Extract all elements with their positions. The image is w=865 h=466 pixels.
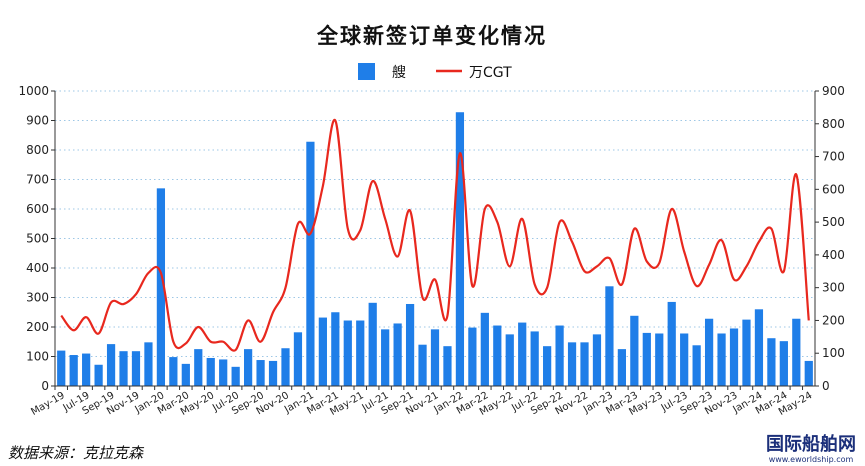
legend: 艘 万CGT (358, 63, 512, 81)
bar (430, 329, 440, 386)
y-right-tick-label: 100 (822, 346, 845, 360)
y-right-tick-label: 700 (822, 150, 845, 164)
y-left-tick-label: 700 (26, 173, 49, 187)
legend-bar-label: 艘 (392, 65, 406, 81)
bar (493, 325, 502, 386)
bar (518, 322, 527, 386)
bar (418, 344, 427, 386)
y-right-tick-label: 500 (822, 215, 845, 229)
bar (356, 320, 365, 386)
bar (343, 320, 352, 386)
bar (505, 334, 514, 386)
bar (630, 315, 639, 386)
grid-lines (55, 90, 815, 357)
bar (779, 341, 788, 386)
bar (405, 303, 415, 386)
y-left-tick-label: 600 (26, 202, 49, 216)
bar (580, 342, 589, 386)
source-note: 数据来源：克拉克森 (8, 444, 145, 462)
y-left-tick-label: 0 (41, 379, 49, 393)
y-axis-right: 0 100 200 300 400 500 600 700 800 900 (815, 84, 845, 393)
bar (655, 333, 664, 386)
bar (729, 328, 739, 386)
y-right-tick-label: 300 (822, 281, 845, 295)
y-left-tick-label: 200 (26, 320, 49, 334)
bar (543, 346, 552, 386)
cgt-line (60, 119, 810, 352)
bar (754, 309, 764, 386)
bar (281, 348, 290, 386)
bar (181, 363, 190, 386)
bar (592, 334, 602, 386)
bar (692, 345, 701, 386)
watermark-main: 国际船舶网 (766, 433, 856, 455)
chart-title: 全球新签订单变化情况 (316, 23, 547, 48)
bar (268, 360, 278, 386)
bar (680, 333, 689, 386)
bar (256, 360, 265, 386)
bar (57, 350, 66, 386)
bar (194, 349, 203, 386)
y-right-tick-label: 600 (822, 182, 845, 196)
bar (642, 332, 651, 386)
bar (767, 338, 776, 386)
bar (306, 141, 315, 386)
y-left-tick-label: 300 (26, 291, 49, 305)
bar (293, 332, 303, 386)
watermark: 国际船舶网 www.eworldship.com (766, 433, 856, 464)
bar (231, 366, 240, 386)
bar (318, 317, 327, 386)
y-right-tick-label: 0 (822, 379, 830, 393)
bar (704, 318, 714, 386)
bar (742, 319, 751, 386)
y-right-tick-label: 900 (822, 84, 845, 98)
y-left-tick-label: 500 (26, 232, 49, 246)
bar (381, 329, 390, 386)
bar (717, 333, 726, 386)
bar (468, 327, 477, 386)
bar (244, 349, 253, 386)
bar (82, 353, 91, 386)
bar (94, 364, 103, 386)
bar (443, 346, 452, 386)
bar (331, 312, 340, 386)
bar (144, 342, 153, 386)
bar (792, 318, 801, 386)
bar (530, 331, 539, 386)
y-left-tick-label: 100 (26, 350, 49, 364)
y-right-tick-label: 200 (822, 313, 845, 327)
y-left-tick-label: 800 (26, 143, 49, 157)
legend-line-label: 万CGT (469, 65, 512, 81)
bar (106, 344, 116, 386)
bar (69, 355, 78, 386)
y-right-tick-label: 400 (822, 248, 845, 262)
bar (455, 112, 465, 387)
watermark-sub: www.eworldship.com (769, 455, 854, 464)
bar (567, 342, 577, 386)
bar (480, 312, 489, 386)
y-axis-left: 0 100 200 300 400 500 600 700 800 900 1000 (18, 84, 55, 393)
bar (393, 323, 402, 386)
bar (555, 325, 564, 386)
y-left-tick-label: 400 (26, 261, 49, 275)
y-left-tick-label: 900 (26, 114, 49, 128)
bar (605, 286, 614, 386)
bar (219, 359, 228, 386)
bar (156, 188, 166, 386)
bar (804, 360, 813, 386)
bar (169, 357, 178, 386)
bar (131, 351, 141, 386)
line-series (60, 119, 810, 352)
legend-bar-swatch (358, 63, 375, 80)
y-left-tick-label: 1000 (18, 84, 49, 98)
y-right-tick-label: 800 (822, 117, 845, 131)
bar (617, 349, 626, 386)
bar (206, 357, 215, 386)
x-axis: May-19Jul-19Sep-19Nov-19Jan-20Mar-20May-… (29, 386, 814, 418)
bar-series (57, 112, 813, 387)
bar (368, 302, 377, 386)
bar (119, 351, 128, 386)
bar (667, 301, 676, 386)
